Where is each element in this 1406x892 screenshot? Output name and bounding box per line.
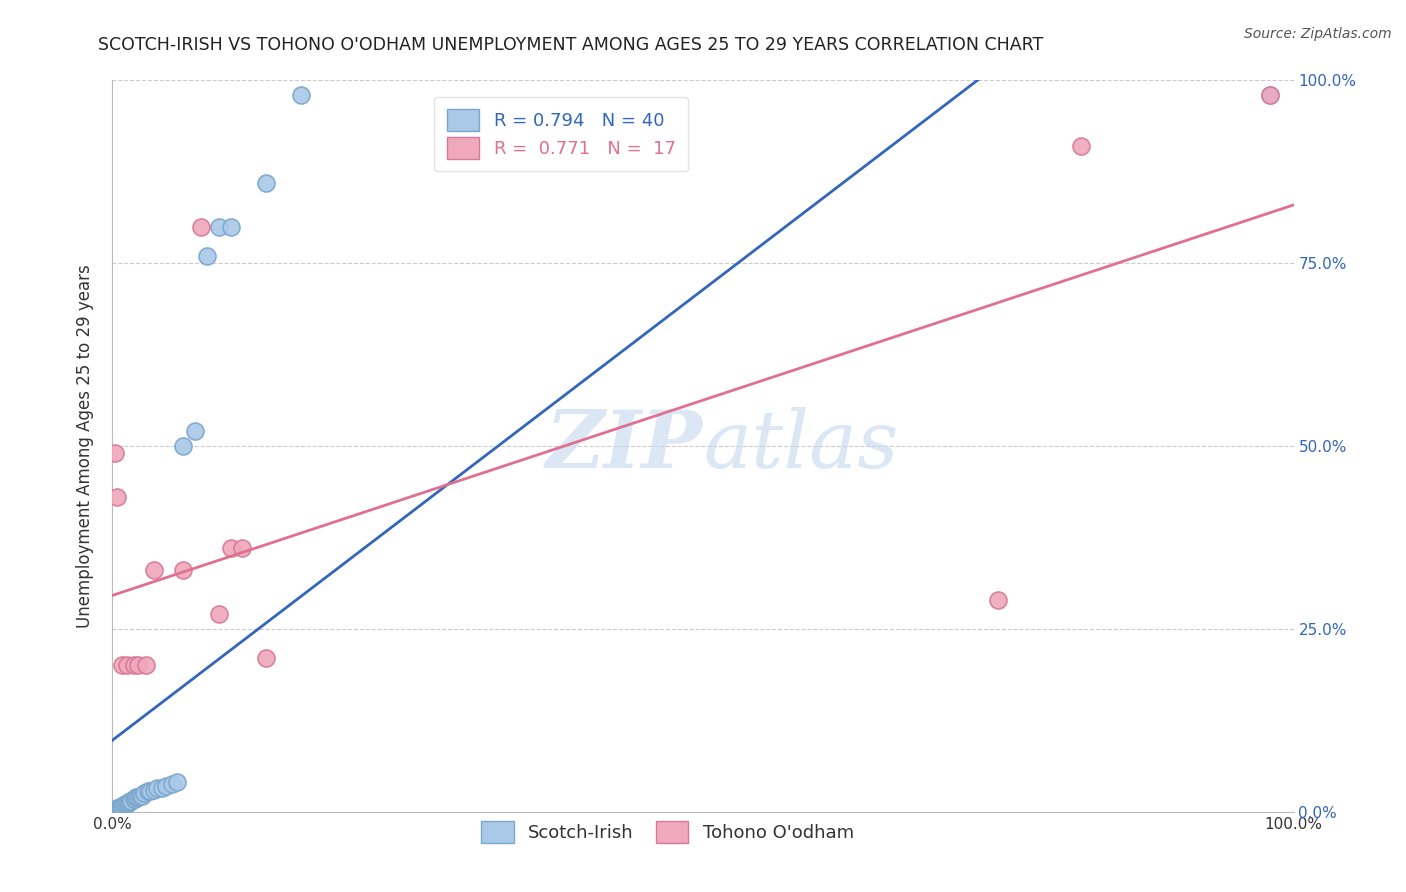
Point (172, 439, 194, 453)
Point (254, 651, 277, 665)
Point (117, 796, 139, 810)
Point (110, 799, 132, 814)
Point (107, 802, 129, 816)
Point (231, 541, 253, 556)
Point (112, 798, 135, 813)
Point (208, 607, 231, 622)
Point (290, 87, 312, 102)
Point (108, 800, 131, 814)
Point (108, 801, 131, 815)
Point (127, 790, 149, 805)
Point (124, 792, 146, 806)
Point (115, 658, 138, 673)
Text: SCOTCH-IRISH VS TOHONO O'ODHAM UNEMPLOYMENT AMONG AGES 25 TO 29 YEARS CORRELATIO: SCOTCH-IRISH VS TOHONO O'ODHAM UNEMPLOYM… (98, 36, 1043, 54)
Point (120, 795, 142, 809)
Legend: Scotch-Irish, Tohono O'odham: Scotch-Irish, Tohono O'odham (471, 810, 865, 854)
Point (155, 779, 177, 793)
Point (122, 658, 145, 673)
Point (1070, 139, 1092, 153)
Point (160, 777, 183, 791)
Point (127, 658, 149, 673)
Point (114, 797, 136, 812)
Point (142, 782, 165, 797)
Point (111, 800, 134, 814)
Point (1258, 87, 1281, 102)
Point (105, 803, 128, 817)
Text: Source: ZipAtlas.com: Source: ZipAtlas.com (1244, 27, 1392, 41)
Point (105, 490, 128, 504)
Point (131, 789, 153, 803)
Point (190, 219, 212, 234)
Point (104, 803, 127, 817)
Point (172, 563, 194, 577)
Y-axis label: Unemployment Among Ages 25 to 29 years: Unemployment Among Ages 25 to 29 years (76, 264, 94, 628)
Point (219, 219, 242, 234)
Point (136, 784, 159, 798)
Text: atlas: atlas (703, 408, 898, 484)
Point (135, 658, 157, 673)
Point (142, 563, 165, 577)
Point (146, 781, 169, 796)
Point (195, 249, 218, 263)
Point (128, 789, 150, 803)
Point (125, 790, 148, 805)
Point (104, 446, 127, 460)
Point (139, 784, 162, 798)
Point (105, 803, 128, 817)
Point (987, 592, 1010, 607)
Point (166, 775, 188, 789)
Point (111, 658, 134, 673)
Point (150, 781, 173, 796)
Point (208, 219, 231, 234)
Point (254, 176, 277, 190)
Point (134, 787, 156, 801)
Text: ZIP: ZIP (546, 408, 703, 484)
Point (122, 791, 145, 805)
Point (111, 798, 134, 813)
Point (105, 801, 128, 815)
Point (184, 425, 207, 439)
Point (1258, 87, 1281, 102)
Point (219, 541, 242, 556)
Point (115, 797, 138, 812)
Point (118, 795, 141, 809)
Point (120, 794, 142, 808)
